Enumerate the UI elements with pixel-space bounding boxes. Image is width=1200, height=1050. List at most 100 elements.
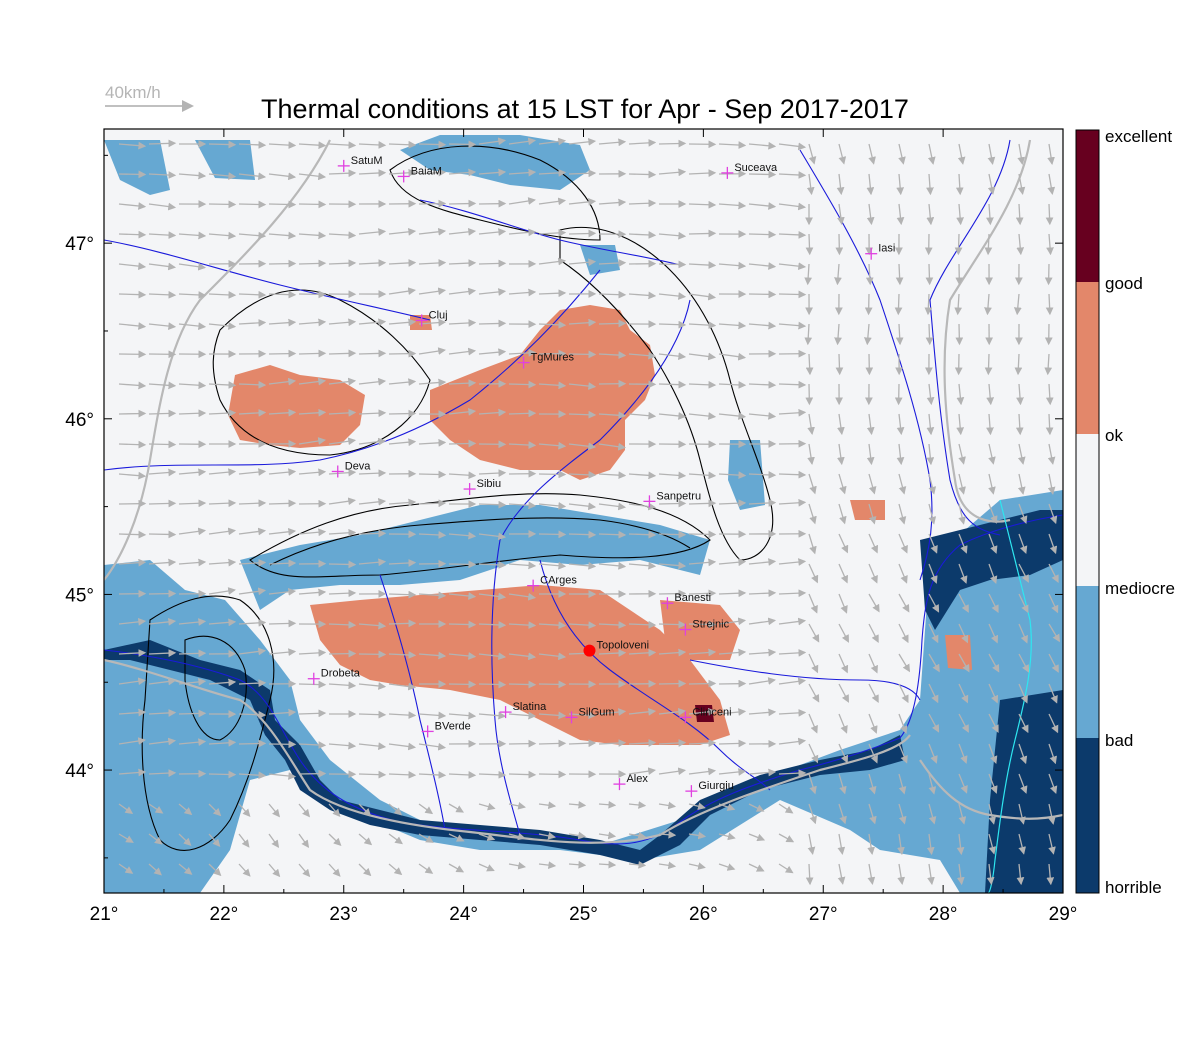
wind-arrow [208,863,222,877]
wind-arrow [1047,143,1055,166]
wind-arrow [478,288,507,296]
river-ialomita [689,659,921,701]
wind-arrow [568,470,597,479]
wind-arrow [268,172,297,181]
wind-arrow [508,711,537,720]
wind-arrow [298,468,327,477]
wind-arrow [898,623,909,644]
wind-arrow [208,231,237,240]
wind-arrow [987,143,996,165]
wind-arrow [748,380,777,389]
wind-arrow [208,291,237,299]
wind-arrow [538,801,557,810]
station-label: Banesti [674,592,711,604]
wind-arrow [808,533,817,555]
wind-arrow [805,233,814,256]
wind-arrow [568,711,597,720]
wind-arrow [598,621,627,629]
wind-arrow [568,169,597,178]
wind-arrow [1016,233,1025,256]
wind-arrow [508,680,537,689]
wind-arrow [958,563,968,584]
wind-arrow [478,652,507,661]
wind-arrow [1048,803,1056,825]
wind-arrow [298,803,311,818]
wind-arrow [538,832,556,840]
wind-arrow [238,140,267,149]
wind-arrow [718,558,747,567]
wind-arrow [358,803,372,817]
wind-arrow [898,773,907,795]
wind-arrow [268,499,297,508]
wind-arrow [778,589,807,598]
wind-arrow [328,408,357,417]
wind-arrow [178,803,193,816]
wind-arrow [538,289,567,298]
wind-arrow [1045,383,1054,406]
map-panel: SatuM BaiaM Suceava Iasi Cluj TgMures Deva Sibi… [104,129,1063,893]
wind-arrow [238,468,267,476]
wind-arrow [268,349,297,358]
mediocre-zone-mid [580,245,620,275]
wind-arrow [958,743,968,764]
wind-arrow [478,319,507,328]
wind-arrow [1018,803,1026,825]
wind-arrow [926,443,935,466]
wind-arrow [628,170,657,179]
wind-arrow [328,377,357,386]
wind-arrow [118,262,147,271]
wind-arrow [598,860,617,869]
wind-arrow [238,833,250,848]
wind-arrow [778,648,807,657]
wind-arrow [778,408,807,417]
wind-arrow [448,560,477,569]
wind-arrow [838,773,847,795]
wind-arrow [658,830,677,839]
wind-arrow [478,863,495,872]
wind-arrow [778,617,807,626]
wind-arrow [208,499,237,508]
wind-arrow [118,708,147,717]
wind-arrow [478,770,507,779]
wind-arrow [328,741,357,750]
wind-arrow [538,168,567,177]
wind-arrow [958,503,966,525]
wind-arrow [778,142,807,151]
station-label: Deva [345,460,372,472]
wind-arrow [568,198,597,206]
wind-arrow [628,648,657,657]
lat-tick-label: 47° [65,234,94,255]
wind-arrow [238,618,267,627]
wind-arrow [208,558,237,567]
wind-arrow [1048,533,1058,555]
wind-arrow [1017,473,1026,495]
wind-arrow [628,767,657,776]
wind-arrow [478,802,496,811]
wind-arrow [148,322,177,330]
wind-arrow [478,348,507,357]
wind-arrow [178,291,207,299]
colorbar-label-bad: bad [1105,731,1133,750]
wind-arrow [238,499,267,508]
wind-arrow [298,408,327,417]
wind-arrow [538,561,567,570]
wind-arrow [508,621,537,630]
wind-arrow [988,533,998,554]
wind-arrow [838,473,847,495]
wind-arrow [926,833,935,856]
wind-arrow [1048,713,1059,734]
wind-arrow [808,503,817,525]
wind-arrow [988,773,998,794]
wind-arrow [688,499,717,508]
wind-arrow [568,739,597,748]
wind-arrow [478,500,507,509]
wind-arrow [958,713,969,733]
mediocre-zone-west [104,490,1063,893]
wind-arrow [718,648,747,657]
wind-arrow [298,259,327,268]
wind-arrow [268,559,297,568]
wind-arrow [538,257,567,266]
wind-arrow [208,381,237,389]
wind-arrow [448,592,477,600]
